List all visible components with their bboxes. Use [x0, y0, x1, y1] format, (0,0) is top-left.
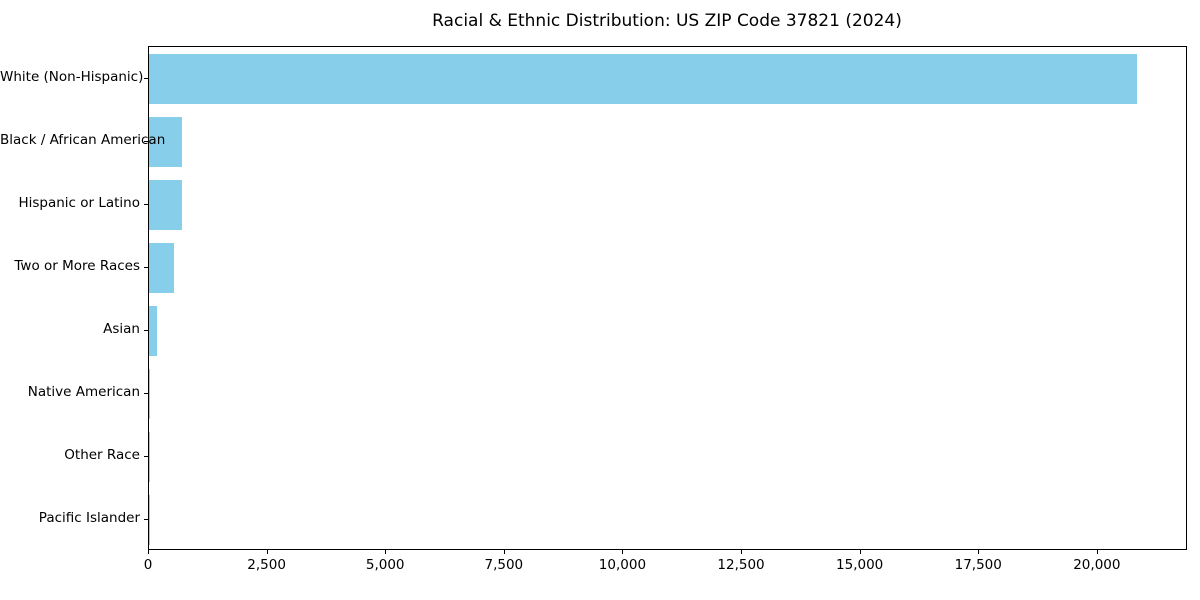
x-tick-mark — [266, 550, 268, 554]
y-tick-mark — [144, 77, 148, 79]
y-tick-mark — [144, 266, 148, 268]
y-tick-label: Asian — [103, 321, 140, 337]
x-tick-label: 7,500 — [484, 557, 524, 573]
x-tick-mark — [503, 550, 505, 554]
x-tick-label: 20,000 — [1073, 557, 1121, 573]
y-tick-mark — [144, 455, 148, 457]
x-tick-mark — [385, 550, 387, 554]
x-tick-mark — [741, 550, 743, 554]
x-tick-mark — [978, 550, 980, 554]
bar-black-african-american — [149, 116, 183, 167]
y-tick-label: Native American — [27, 384, 140, 400]
bar-asian — [149, 305, 158, 356]
y-tick-label: Pacific Islander — [38, 510, 140, 526]
bar-hispanic-or-latino — [149, 179, 183, 230]
x-tick-mark — [1096, 550, 1098, 554]
x-tick-mark — [148, 550, 149, 554]
y-tick-label: Hispanic or Latino — [18, 195, 140, 211]
plot-area — [148, 46, 1187, 550]
x-tick-label: 15,000 — [836, 557, 884, 573]
x-tick-label: 5,000 — [365, 557, 405, 573]
y-tick-mark — [144, 518, 148, 520]
chart-title: Racial & Ethnic Distribution: US ZIP Cod… — [432, 11, 902, 31]
y-tick-mark — [144, 392, 148, 394]
x-tick-label: 2,500 — [247, 557, 286, 573]
y-tick-mark — [144, 140, 148, 142]
bar-two-or-more-races — [149, 242, 174, 293]
y-tick-label: White (Non-Hispanic) — [0, 69, 144, 85]
x-tick-label: 17,500 — [954, 557, 1002, 573]
y-tick-label: Black / African American — [0, 132, 166, 148]
y-tick-mark — [144, 329, 148, 331]
x-tick-label: 12,500 — [717, 557, 765, 573]
bar-white-non-hispanic — [149, 53, 1137, 104]
x-tick-mark — [859, 550, 861, 554]
bar-native-american — [149, 368, 151, 419]
y-tick-label: Other Race — [64, 447, 140, 463]
x-tick-label: 10,000 — [598, 557, 647, 573]
y-tick-label: Two or More Races — [14, 258, 140, 274]
x-tick-mark — [622, 550, 624, 554]
y-tick-mark — [144, 203, 148, 205]
x-tick-label: 0 — [143, 557, 153, 573]
